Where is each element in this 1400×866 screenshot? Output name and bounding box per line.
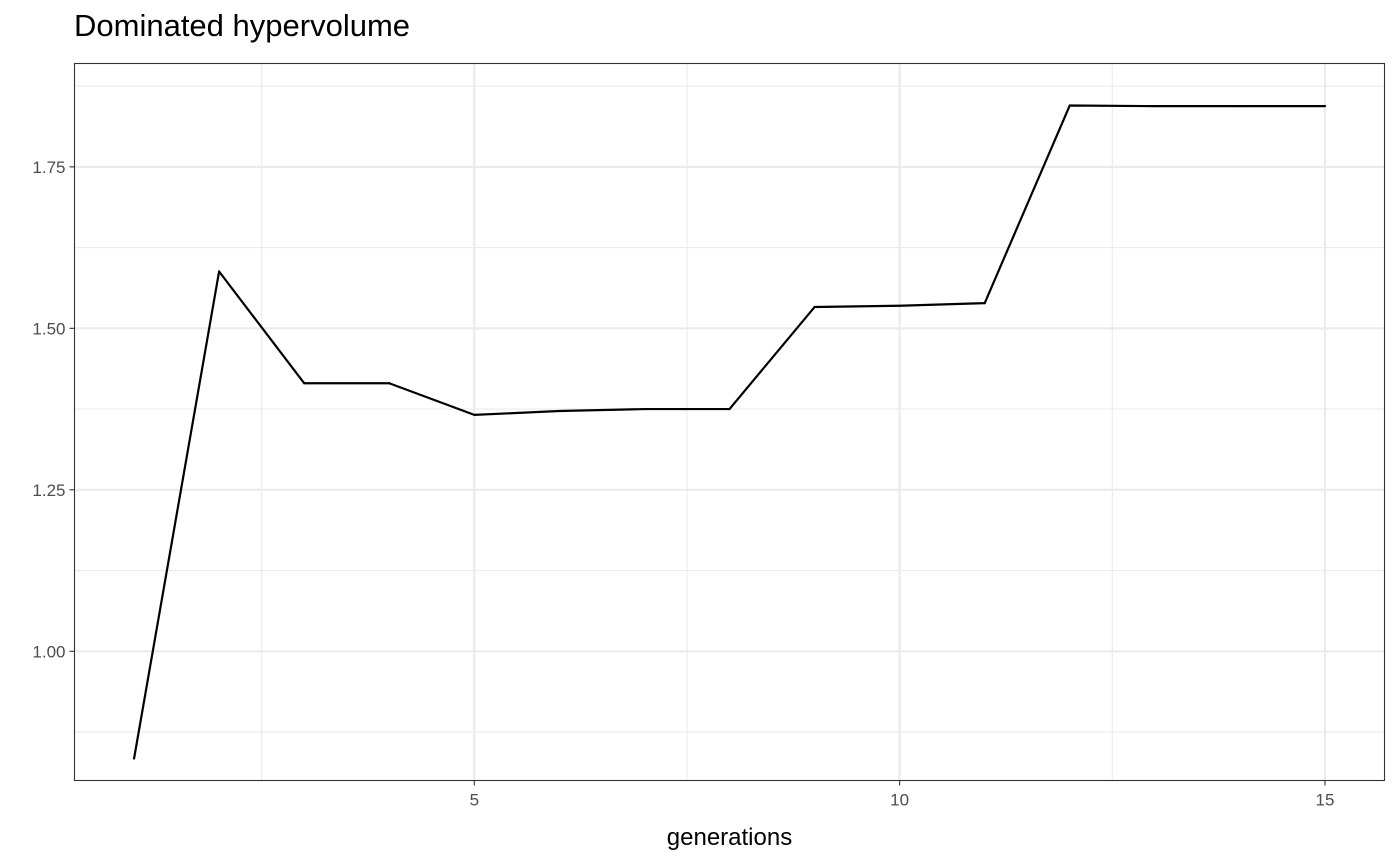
series-layer [132, 104, 1327, 760]
y-tick-label: 1.50 [32, 319, 65, 338]
y-axis-ticks: 1.00 1.25 1.50 1.75 [32, 158, 75, 661]
data-point [983, 302, 986, 305]
x-tick-label: 5 [470, 791, 479, 810]
minor-gridlines [74, 63, 1385, 781]
data-point [1323, 105, 1327, 108]
data-point [473, 413, 476, 416]
data-point [898, 304, 901, 307]
data-point [813, 305, 816, 309]
data-point [132, 757, 136, 760]
y-tick-label: 1.00 [32, 642, 65, 661]
y-tick-label: 1.25 [32, 481, 65, 500]
x-axis-title: generations [667, 824, 792, 851]
chart-title: Dominated hypervolume [74, 8, 411, 43]
data-point [558, 409, 561, 413]
data-point [388, 382, 391, 385]
data-point [1068, 104, 1071, 107]
major-gridlines [74, 63, 1385, 781]
y-tick-label: 1.75 [32, 158, 65, 177]
data-point [303, 382, 306, 385]
data-point [1153, 105, 1156, 108]
x-tick-label: 10 [890, 791, 909, 810]
panel-border [73, 62, 1386, 782]
data-point [1238, 105, 1241, 108]
data-point [643, 407, 646, 411]
data-point [218, 270, 221, 273]
x-tick-label: 15 [1315, 791, 1334, 810]
series-line-0 [132, 104, 1325, 759]
data-point [728, 407, 731, 411]
x-axis-ticks: 5 10 15 [470, 780, 1334, 810]
